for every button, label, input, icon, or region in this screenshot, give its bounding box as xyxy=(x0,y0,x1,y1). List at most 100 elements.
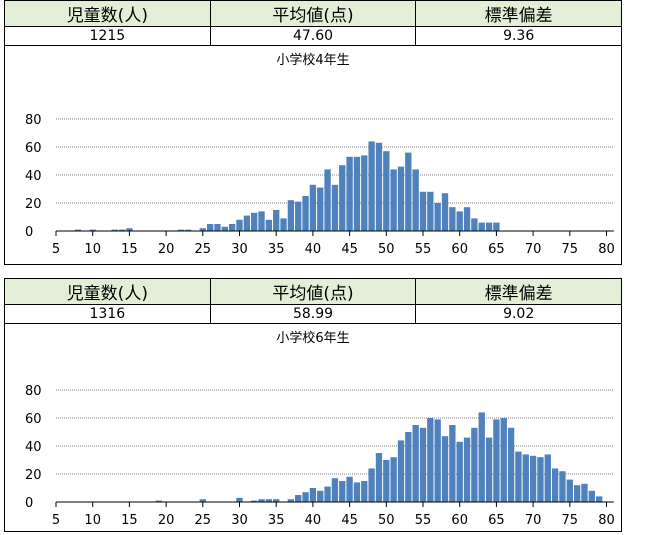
histogram-bar xyxy=(383,460,390,502)
x-tick-label: 65 xyxy=(488,513,505,528)
histogram-bar xyxy=(412,169,419,231)
histogram-bar xyxy=(427,418,434,502)
histogram-bar xyxy=(397,440,405,502)
x-tick-label: 65 xyxy=(488,242,505,257)
value-student-count: 1316 xyxy=(4,304,211,324)
histogram-bar xyxy=(258,211,265,231)
histogram-bar xyxy=(544,454,551,502)
x-tick-label: 25 xyxy=(195,513,212,528)
value-student-count: 1215 xyxy=(4,26,211,46)
histogram-bar xyxy=(273,499,280,502)
histogram-bar xyxy=(573,485,581,502)
histogram-bar xyxy=(390,457,397,502)
histogram-bar xyxy=(427,191,434,231)
value-mean-score: 58.99 xyxy=(209,304,417,324)
histogram-bar xyxy=(346,476,353,502)
histogram-bar xyxy=(434,203,441,231)
histogram-bar xyxy=(441,436,449,502)
histogram-bar xyxy=(287,499,295,502)
histogram-bar xyxy=(478,412,485,502)
y-tick-label: 20 xyxy=(25,197,42,212)
x-tick-label: 10 xyxy=(84,513,101,528)
y-tick-label: 80 xyxy=(25,384,42,399)
y-tick-label: 60 xyxy=(25,141,42,156)
x-tick-label: 35 xyxy=(268,513,285,528)
histogram-bar xyxy=(463,437,471,502)
histogram-bar xyxy=(361,155,368,231)
y-tick-label: 0 xyxy=(25,496,33,511)
x-tick-label: 10 xyxy=(84,242,101,257)
histogram-bar xyxy=(566,479,573,502)
histogram-bar xyxy=(295,495,302,502)
x-tick-label: 30 xyxy=(231,242,248,257)
header-std-dev: 標準偏差 xyxy=(415,278,622,305)
histogram-bar xyxy=(331,478,339,502)
histogram-bar xyxy=(302,196,309,231)
grade6-chart-area: 小学校6年生 0 20 40 60 80 5 10 15 20 25 30 35 40 45 50 55 60 6… xyxy=(4,320,622,532)
value-std-dev: 9.02 xyxy=(415,304,622,324)
histogram-bar xyxy=(412,425,419,502)
histogram-bar xyxy=(324,169,331,231)
x-tick-label: 15 xyxy=(121,242,138,257)
grade4-panel: 児童数(人) 平均値(点) 標準偏差 1215 47.60 9.36 小学校4年… xyxy=(4,0,622,265)
x-tick-label: 45 xyxy=(341,242,358,257)
histogram-bar xyxy=(493,419,500,502)
histogram-bar xyxy=(485,437,493,502)
x-tick-label: 75 xyxy=(562,242,579,257)
histogram-bar xyxy=(529,455,537,502)
grade6-histogram: 小学校6年生 0 20 40 60 80 5 10 15 20 25 30 35 40 45 50 55 60 6… xyxy=(25,330,615,528)
histogram-bar xyxy=(471,218,478,231)
x-tick-label: 20 xyxy=(158,513,175,528)
x-tick-label: 45 xyxy=(341,513,358,528)
x-tick-label: 70 xyxy=(525,513,542,528)
histogram-bar xyxy=(551,468,559,502)
x-tick-label: 55 xyxy=(415,242,432,257)
y-tick-label: 40 xyxy=(25,440,42,455)
x-tick-label: 50 xyxy=(378,513,395,528)
histogram-bar xyxy=(368,468,375,502)
histogram-bar xyxy=(478,222,485,231)
histogram-bar xyxy=(331,184,339,231)
header-mean-score: 平均値(点) xyxy=(209,0,417,27)
histogram-bar xyxy=(324,486,331,502)
y-tick-label: 40 xyxy=(25,169,42,184)
histogram-bar xyxy=(273,210,280,231)
histogram-bar xyxy=(251,212,258,231)
histogram-bar xyxy=(155,500,162,502)
histogram-bar xyxy=(309,184,317,231)
histogram-bar xyxy=(485,222,493,231)
histogram-bar xyxy=(184,229,192,231)
histogram-bar xyxy=(177,229,184,231)
histogram-bar xyxy=(339,481,346,502)
histogram-bar xyxy=(559,471,566,502)
histogram-bar xyxy=(118,229,126,231)
histogram-bar xyxy=(375,142,383,231)
histogram-bar xyxy=(353,482,361,502)
header-std-dev: 標準偏差 xyxy=(415,0,622,27)
histogram-bar xyxy=(258,499,265,502)
header-student-count: 児童数(人) xyxy=(4,0,211,27)
histogram-bar xyxy=(295,201,302,231)
histogram-bar xyxy=(419,427,427,502)
x-tick-label: 30 xyxy=(231,513,248,528)
histogram-bar xyxy=(595,496,603,502)
x-tick-label: 40 xyxy=(305,513,322,528)
histogram-bar xyxy=(449,425,456,502)
histogram-bar xyxy=(493,222,500,231)
histogram-bar xyxy=(361,481,368,502)
header-student-count: 児童数(人) xyxy=(4,278,211,305)
histogram-bar xyxy=(74,229,82,231)
histogram-bar xyxy=(199,228,206,231)
grade4-stats-table: 児童数(人) 平均値(点) 標準偏差 1215 47.60 9.36 xyxy=(4,0,622,46)
y-tick-label: 60 xyxy=(25,412,42,427)
histogram-bar xyxy=(317,187,324,231)
histogram-bar xyxy=(265,499,273,502)
grade6-stats-table: 児童数(人) 平均値(点) 標準偏差 1316 58.99 9.02 xyxy=(4,278,622,324)
histogram-bar xyxy=(507,427,515,502)
histogram-bar xyxy=(434,419,441,502)
histogram-bar xyxy=(375,453,383,502)
histogram-bar xyxy=(449,207,456,231)
histogram-bar xyxy=(581,483,588,502)
grade4-chart-area: 小学校4年生 0 20 40 60 80 5 10 15 20 25 30 35 40 45 50 55 60 6… xyxy=(4,42,622,265)
x-tick-label: 25 xyxy=(195,242,212,257)
